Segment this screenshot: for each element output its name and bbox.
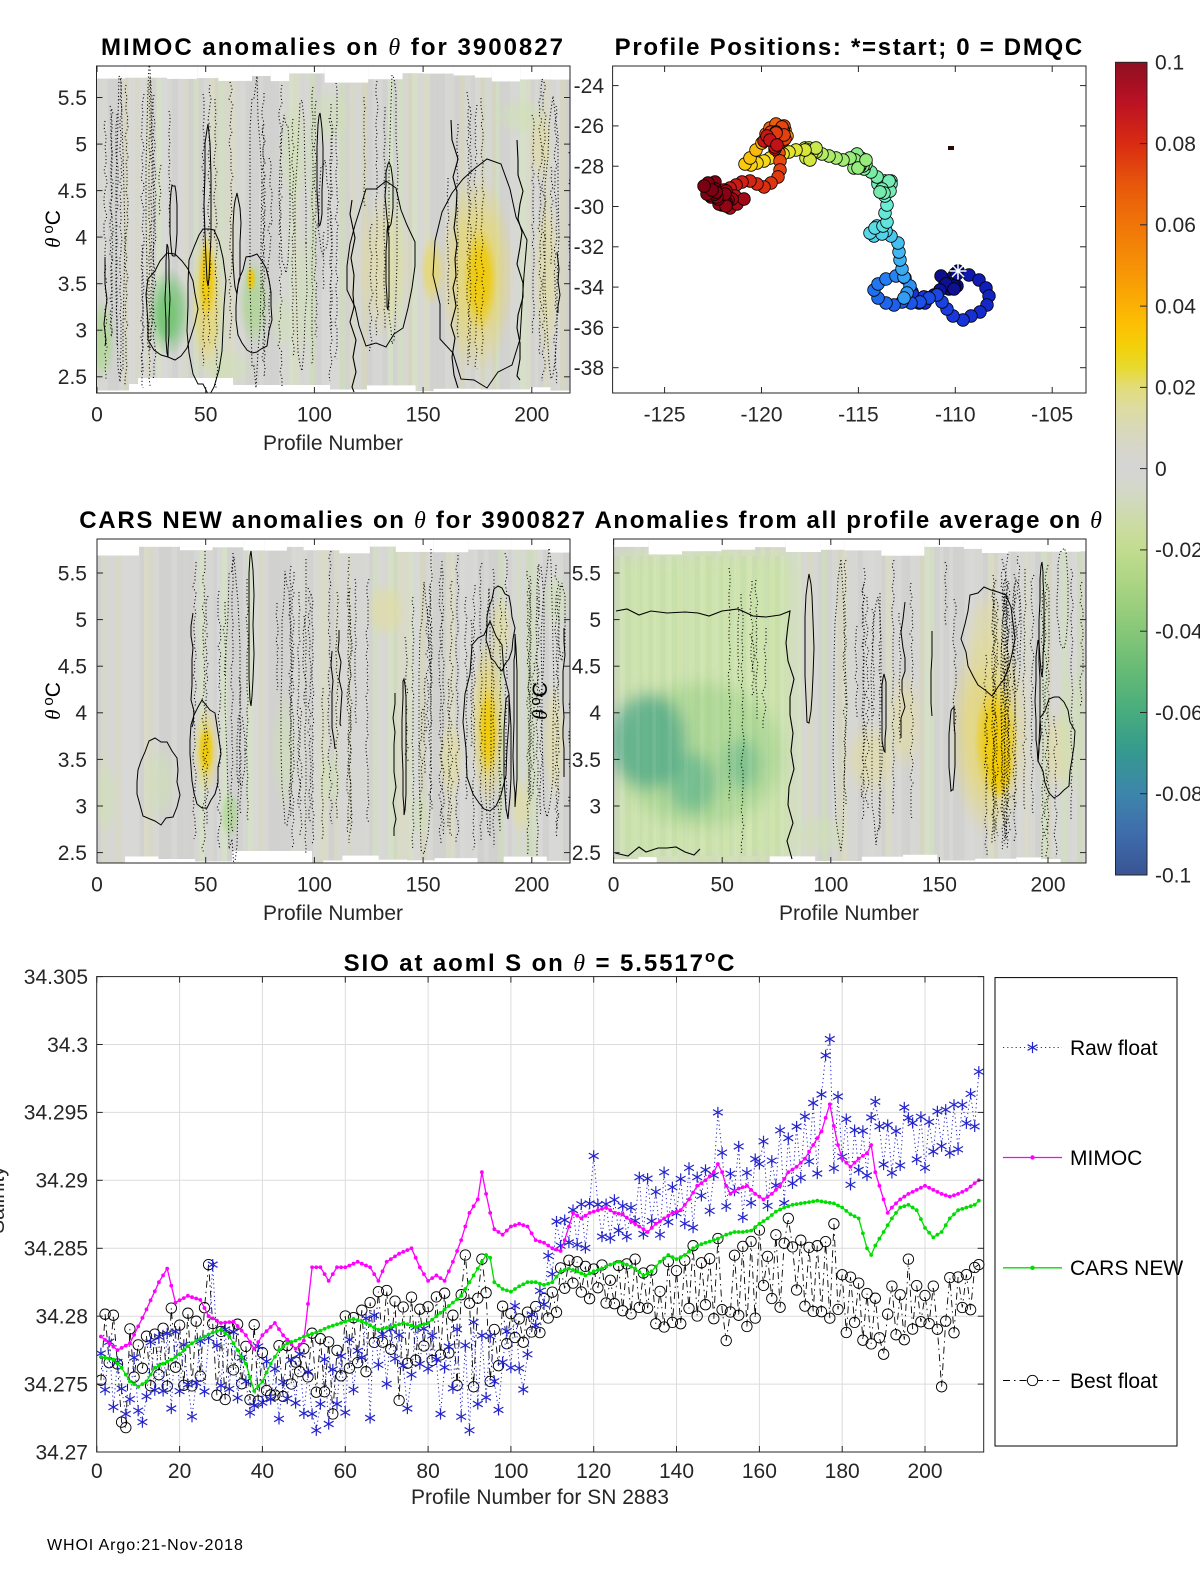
svg-text:-26: -26 xyxy=(574,115,604,138)
svg-text:200: 200 xyxy=(514,874,549,897)
svg-text:4: 4 xyxy=(75,702,87,725)
svg-text:34.29: 34.29 xyxy=(35,1170,88,1193)
svg-text:0: 0 xyxy=(608,874,620,897)
svg-text:-36: -36 xyxy=(574,317,604,340)
svg-text:Profile Number: Profile Number xyxy=(263,432,403,455)
svg-text:0: 0 xyxy=(91,404,103,427)
svg-text:3.5: 3.5 xyxy=(572,749,601,772)
svg-text:Profile Number: Profile Number xyxy=(263,902,403,925)
svg-text:0: 0 xyxy=(91,874,103,897)
svg-text:-30: -30 xyxy=(574,196,604,219)
svg-text:20: 20 xyxy=(168,1460,191,1483)
svg-text:0: 0 xyxy=(91,1460,103,1483)
svg-text:Raw float: Raw float xyxy=(1070,1037,1158,1060)
svg-text:0.08: 0.08 xyxy=(1155,133,1196,156)
svg-text:3: 3 xyxy=(589,795,601,818)
svg-text:Profile Positions: *=start; 0: Profile Positions: *=start; 0 = DMQC xyxy=(615,34,1084,61)
svg-text:5.5: 5.5 xyxy=(58,562,87,585)
svg-text:3.5: 3.5 xyxy=(58,273,87,296)
svg-text:4.5: 4.5 xyxy=(58,656,87,679)
svg-text:θoC: θoC xyxy=(40,682,65,720)
svg-text:100: 100 xyxy=(813,874,848,897)
svg-text:2.5: 2.5 xyxy=(58,842,87,865)
svg-text:0.1: 0.1 xyxy=(1155,52,1184,75)
svg-text:5: 5 xyxy=(75,133,87,156)
svg-text:-34: -34 xyxy=(574,277,605,300)
svg-text:-38: -38 xyxy=(574,357,604,380)
svg-text:Best float: Best float xyxy=(1070,1370,1158,1393)
svg-text:100: 100 xyxy=(297,874,332,897)
svg-text:5.5: 5.5 xyxy=(572,562,601,585)
svg-text:160: 160 xyxy=(742,1460,777,1483)
svg-text:3.5: 3.5 xyxy=(58,749,87,772)
svg-text:50: 50 xyxy=(194,874,217,897)
svg-text:θoC: θoC xyxy=(40,210,65,248)
svg-text:4: 4 xyxy=(589,702,601,725)
svg-text:CARS NEW anomalies on θ for 39: CARS NEW anomalies on θ for 3900827 xyxy=(79,507,586,534)
svg-text:Profile Number for SN 2883: Profile Number for SN 2883 xyxy=(411,1486,669,1509)
svg-text:34.305: 34.305 xyxy=(24,966,88,989)
svg-text:140: 140 xyxy=(659,1460,694,1483)
svg-text:2.5: 2.5 xyxy=(572,842,601,865)
svg-text:-0.02: -0.02 xyxy=(1155,539,1200,562)
svg-text:-32: -32 xyxy=(574,236,604,259)
svg-text:-24: -24 xyxy=(574,75,605,98)
svg-text:4: 4 xyxy=(75,227,87,250)
svg-text:50: 50 xyxy=(711,874,734,897)
svg-text:WHOI Argo:21-Nov-2018: WHOI Argo:21-Nov-2018 xyxy=(47,1537,244,1554)
svg-text:200: 200 xyxy=(514,404,549,427)
svg-text:3: 3 xyxy=(75,795,87,818)
svg-text:150: 150 xyxy=(406,874,441,897)
svg-text:2.5: 2.5 xyxy=(58,366,87,389)
svg-text:-105: -105 xyxy=(1031,404,1073,427)
svg-text:-115: -115 xyxy=(838,404,878,427)
svg-text:-120: -120 xyxy=(740,404,782,427)
svg-text:MIMOC anomalies on θ for 3900: MIMOC anomalies on θ for 3900827 xyxy=(101,34,565,61)
svg-text:5: 5 xyxy=(75,609,87,632)
svg-text:5.5: 5.5 xyxy=(58,87,87,110)
svg-text:60: 60 xyxy=(334,1460,357,1483)
svg-text:34.275: 34.275 xyxy=(24,1373,88,1396)
svg-text:150: 150 xyxy=(406,404,441,427)
svg-text:100: 100 xyxy=(297,404,332,427)
svg-text:MIMOC: MIMOC xyxy=(1070,1147,1142,1170)
svg-text:34.28: 34.28 xyxy=(35,1306,88,1329)
svg-text:-0.1: -0.1 xyxy=(1155,864,1191,887)
svg-text:4.5: 4.5 xyxy=(58,180,87,203)
svg-text:θoC: θoC xyxy=(527,682,552,720)
svg-text:34.27: 34.27 xyxy=(35,1441,88,1464)
svg-text:-110: -110 xyxy=(935,404,975,427)
svg-text:-0.06: -0.06 xyxy=(1155,702,1200,725)
svg-text:200: 200 xyxy=(907,1460,942,1483)
svg-text:-0.04: -0.04 xyxy=(1155,621,1200,644)
svg-text:Anomalies from all profile ave: Anomalies from all profile average on θ xyxy=(595,507,1104,534)
svg-text:120: 120 xyxy=(576,1460,611,1483)
svg-text:50: 50 xyxy=(194,404,217,427)
svg-text:40: 40 xyxy=(251,1460,274,1483)
svg-text:80: 80 xyxy=(416,1460,439,1483)
svg-text:0.02: 0.02 xyxy=(1155,377,1196,400)
svg-text:150: 150 xyxy=(922,874,957,897)
svg-text:0.04: 0.04 xyxy=(1155,295,1196,318)
svg-text:4.5: 4.5 xyxy=(572,656,601,679)
svg-text:0: 0 xyxy=(1155,458,1167,481)
svg-text:100: 100 xyxy=(493,1460,528,1483)
svg-text:CARS NEW: CARS NEW xyxy=(1070,1257,1183,1280)
svg-text:SIO at aoml S on θ = 5.5517oC: SIO at aoml S on θ = 5.5517oC xyxy=(344,947,737,977)
svg-text:34.285: 34.285 xyxy=(24,1238,88,1261)
svg-text:-28: -28 xyxy=(574,156,604,179)
svg-text:180: 180 xyxy=(825,1460,860,1483)
svg-text:34.295: 34.295 xyxy=(24,1102,88,1125)
svg-text:Profile Number: Profile Number xyxy=(779,902,919,925)
svg-text:-0.08: -0.08 xyxy=(1155,783,1200,806)
svg-text:Salinity: Salinity xyxy=(0,1166,9,1234)
svg-text:34.3: 34.3 xyxy=(47,1034,88,1057)
svg-text:200: 200 xyxy=(1030,874,1065,897)
svg-text:5: 5 xyxy=(589,609,601,632)
svg-text:0.06: 0.06 xyxy=(1155,214,1196,237)
svg-text:3: 3 xyxy=(75,320,87,343)
svg-text:-125: -125 xyxy=(644,404,686,427)
